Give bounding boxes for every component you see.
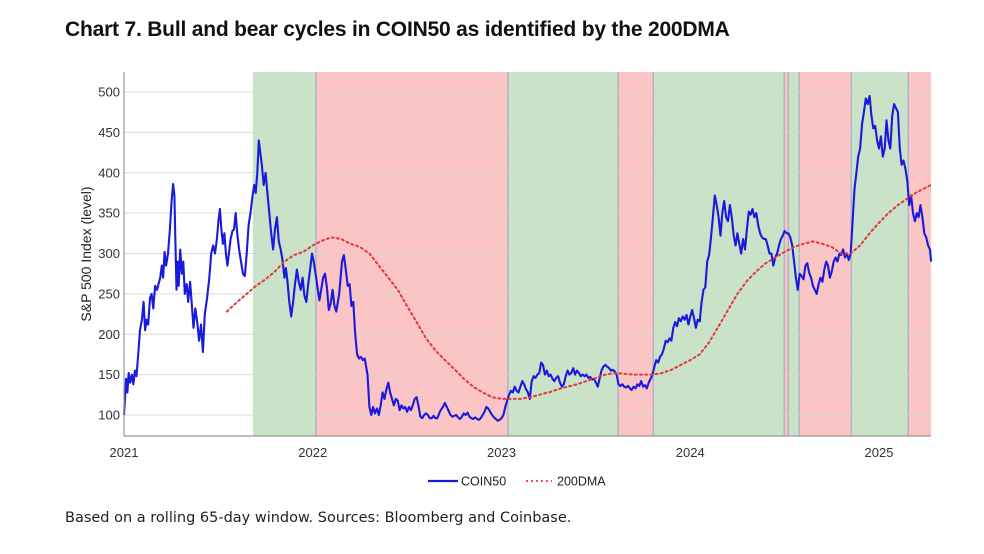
tick-labels: 100 150 200 250 300 350 400 450 500 2021 2022 2023 2… [98,85,893,461]
x-tick-label: 2022 [298,445,327,460]
footnote: Based on a rolling 65-day window. Source… [65,510,572,526]
x-tick-label: 2024 [676,445,705,460]
x-tick-label: 2021 [110,445,139,460]
y-tick-label: 100 [98,408,120,423]
y-tick-label: 400 [98,165,120,180]
y-axis-label: S&P 500 Index (level) [78,186,94,321]
chart-title: Chart 7. Bull and bear cycles in COIN50 … [65,18,730,41]
y-tick-label: 200 [98,327,120,342]
legend-label-coin50: COIN50 [461,475,506,489]
x-tick-label: 2023 [487,445,516,460]
series-line-200dma [225,183,933,400]
legend: COIN50 200DMA [428,475,606,489]
gridlines [124,91,931,416]
x-tick-label: 2025 [865,445,894,460]
series-lines [122,94,933,422]
legend-label-200dma: 200DMA [557,475,606,489]
y-tick-label: 300 [98,246,120,261]
y-tick-label: 500 [98,85,120,100]
y-tick-label: 150 [98,367,120,382]
y-tick-label: 250 [98,286,120,301]
axes [123,72,931,437]
y-tick-label: 450 [98,125,120,140]
y-tick-label: 350 [98,206,120,221]
series-line-coin50 [122,94,933,422]
